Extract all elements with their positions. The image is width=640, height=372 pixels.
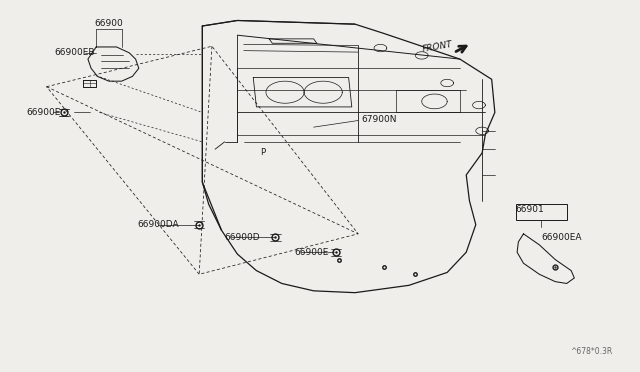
Text: 66900: 66900 (95, 19, 124, 28)
Text: 66900E: 66900E (294, 248, 329, 257)
Text: 66900D: 66900D (225, 233, 260, 242)
Text: 66901: 66901 (516, 205, 545, 214)
Bar (516, 204, 566, 220)
Text: FRONT: FRONT (422, 40, 454, 54)
Text: 66900E: 66900E (26, 108, 61, 117)
Text: P: P (260, 148, 266, 157)
Text: 67900N: 67900N (362, 115, 397, 124)
Text: ^678*0.3R: ^678*0.3R (570, 347, 612, 356)
Text: 66900DA: 66900DA (138, 220, 179, 229)
Text: 66900EA: 66900EA (541, 233, 582, 242)
Text: 66900EB: 66900EB (55, 48, 95, 57)
